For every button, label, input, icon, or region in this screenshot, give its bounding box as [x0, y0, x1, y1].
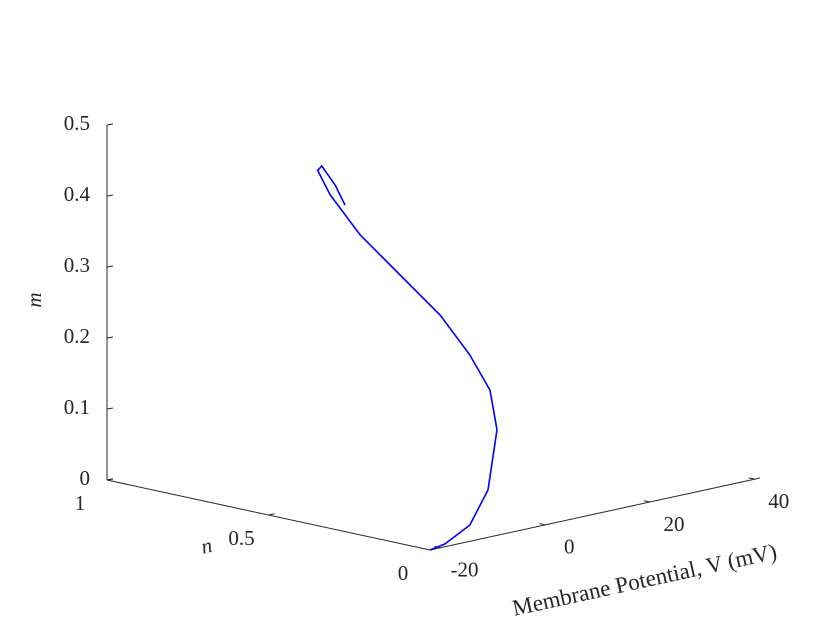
x-tick-label: 20 [664, 512, 685, 536]
z-tick [106, 123, 114, 126]
z-tick [106, 336, 114, 339]
z-tick-label: 0.4 [64, 182, 91, 206]
x-axis-label: Membrane Potential, V (mV) [510, 539, 779, 621]
x-tick-label: 40 [768, 489, 789, 513]
z-axis-label: m [22, 292, 46, 307]
x-tick-label: 0 [564, 535, 575, 559]
x-axis [429, 477, 761, 551]
x-tick-label: -20 [450, 558, 478, 582]
z-tick-label: 0 [80, 466, 91, 490]
y-tick [268, 513, 275, 516]
y-tick-label: 0.5 [228, 526, 254, 550]
y-tick-label: 0 [398, 561, 409, 585]
z-tick [106, 194, 114, 197]
y-tick-label: 1 [75, 491, 86, 515]
z-tick-label: 0.1 [64, 395, 90, 419]
trajectory [316, 164, 498, 551]
x-tick [748, 477, 755, 480]
z-tick [106, 265, 114, 268]
z-tick-label: 0.3 [64, 253, 90, 277]
z-tick-label: 0.5 [64, 111, 90, 135]
y-tick [106, 478, 114, 481]
x-tick [539, 523, 546, 526]
x-tick [643, 500, 651, 503]
y-axis-label: n [199, 533, 214, 559]
z-tick [106, 407, 114, 410]
z-tick-label: 0.2 [64, 324, 90, 348]
